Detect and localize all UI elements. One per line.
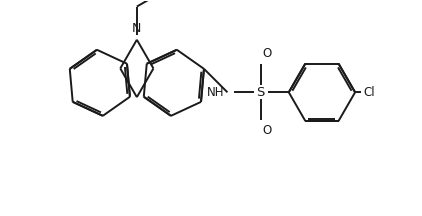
Text: NH: NH: [207, 86, 225, 99]
Text: O: O: [262, 48, 272, 60]
Text: O: O: [262, 124, 272, 137]
Text: N: N: [132, 22, 141, 35]
Text: Cl: Cl: [363, 86, 375, 99]
Text: S: S: [257, 86, 265, 99]
